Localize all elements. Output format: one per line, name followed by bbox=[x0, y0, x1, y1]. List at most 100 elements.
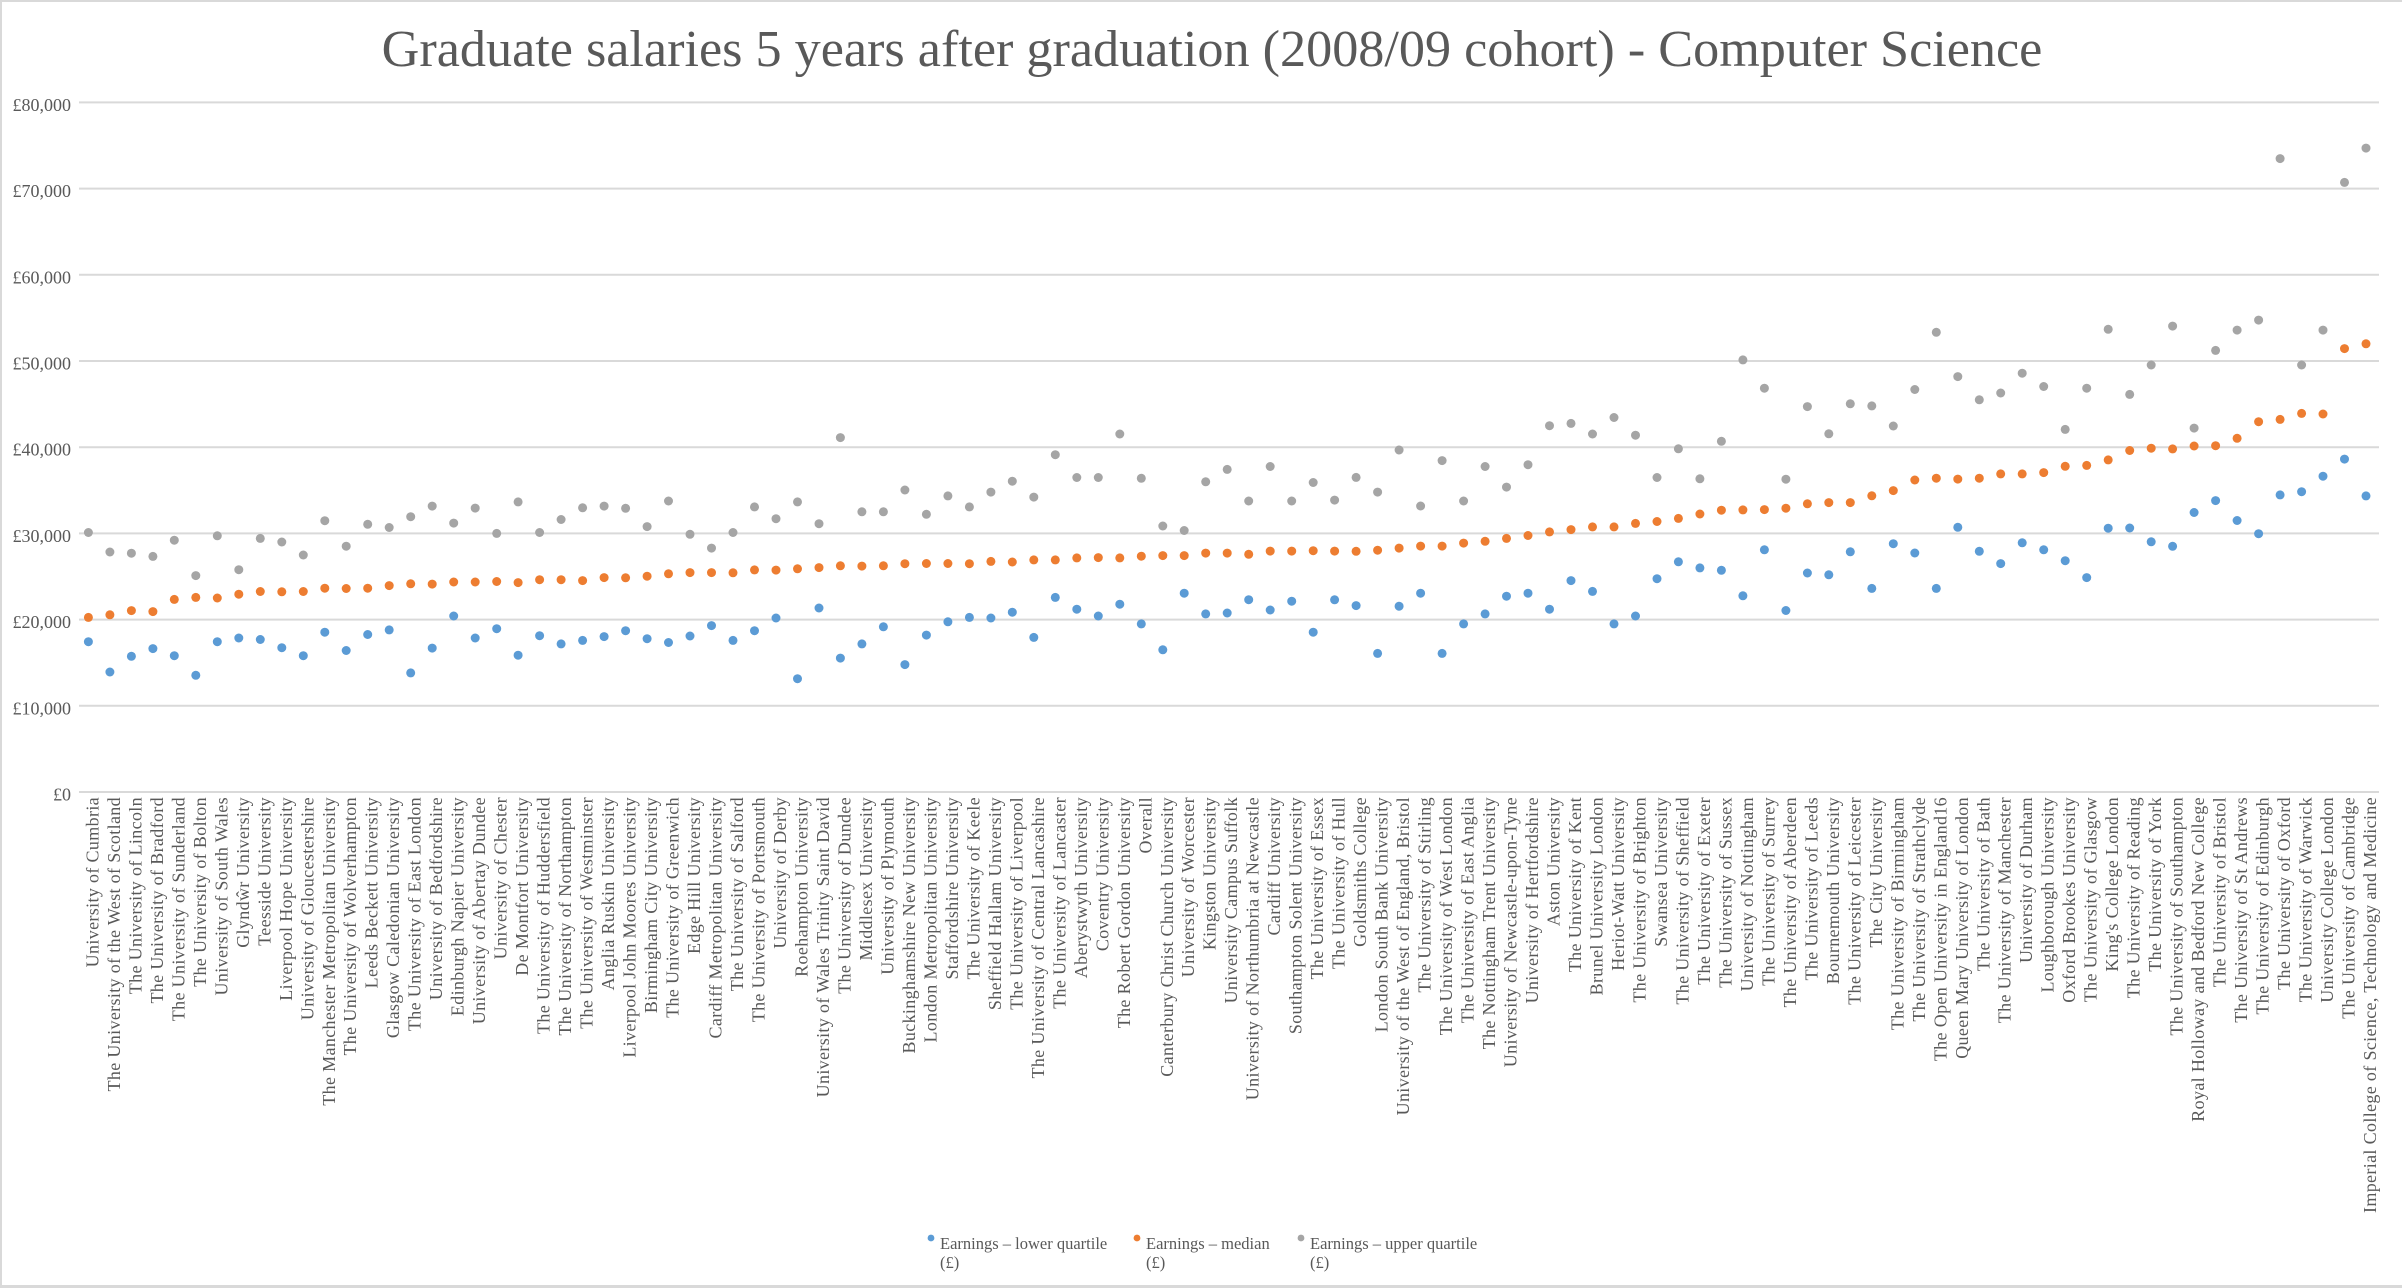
svg-text:Swansea University: Swansea University bbox=[1651, 797, 1671, 947]
svg-text:Glasgow Caledonian University: Glasgow Caledonian University bbox=[383, 797, 403, 1038]
svg-text:The University of Westminster: The University of Westminster bbox=[577, 797, 597, 1029]
svg-text:The University of the West of: The University of the West of Scotland bbox=[104, 797, 124, 1091]
svg-text:University of Durham: University of Durham bbox=[2016, 797, 2036, 963]
svg-text:The University of Central Lanc: The University of Central Lancashire bbox=[1028, 797, 1048, 1079]
svg-text:Leeds Beckett University: Leeds Beckett University bbox=[362, 797, 382, 988]
svg-text:The University of Oxford: The University of Oxford bbox=[2274, 797, 2294, 990]
svg-text:The University of Liverpool: The University of Liverpool bbox=[1006, 797, 1026, 1010]
svg-text:The University of Lancaster: The University of Lancaster bbox=[1049, 797, 1069, 1009]
svg-text:Canterbury Christ Church Unive: Canterbury Christ Church University bbox=[1157, 797, 1177, 1077]
svg-text:London South Bank University: London South Bank University bbox=[1372, 797, 1392, 1032]
svg-text:The Robert Gordon University: The Robert Gordon University bbox=[1114, 797, 1134, 1028]
svg-text:The University of Reading: The University of Reading bbox=[2124, 797, 2144, 998]
svg-text:The University of St Andrews: The University of St Andrews bbox=[2231, 797, 2251, 1023]
svg-text:The University of Lincoln: The University of Lincoln bbox=[125, 797, 145, 994]
svg-text:Kingston University: Kingston University bbox=[1200, 797, 1220, 950]
svg-text:The University of Salford: The University of Salford bbox=[727, 797, 747, 991]
svg-text:The University of Sheffield: The University of Sheffield bbox=[1672, 797, 1692, 1005]
svg-text:Southampton Solent University: Southampton Solent University bbox=[1286, 797, 1306, 1034]
svg-text:University of South Wales: University of South Wales bbox=[211, 797, 231, 995]
svg-text:The University of Greenwich: The University of Greenwich bbox=[663, 797, 683, 1018]
svg-text:£70,000: £70,000 bbox=[13, 181, 72, 201]
svg-text:Teesside University: Teesside University bbox=[254, 797, 274, 946]
svg-text:The University of York: The University of York bbox=[2145, 797, 2165, 972]
svg-text:University of the West of Engl: University of the West of England, Brist… bbox=[1393, 797, 1413, 1115]
svg-text:Queen Mary University of Londo: Queen Mary University of London bbox=[1952, 797, 1972, 1059]
svg-text:The University of Cambridge: The University of Cambridge bbox=[2339, 797, 2359, 1019]
svg-text:The University of West London: The University of West London bbox=[1436, 797, 1456, 1035]
svg-text:Middlesex University: Middlesex University bbox=[856, 797, 876, 960]
svg-text:University of Chester: University of Chester bbox=[491, 797, 511, 959]
svg-text:Overall: Overall bbox=[1135, 797, 1155, 853]
svg-text:Oxford Brookes University: Oxford Brookes University bbox=[2059, 797, 2079, 1003]
svg-text:(£): (£) bbox=[940, 1253, 959, 1272]
svg-text:The University of Exeter: The University of Exeter bbox=[1694, 797, 1714, 985]
svg-text:The University of Brighton: The University of Brighton bbox=[1630, 797, 1650, 1003]
svg-text:Cardiff University: Cardiff University bbox=[1264, 797, 1284, 935]
svg-text:Glyndŵr University: Glyndŵr University bbox=[233, 797, 253, 948]
svg-text:The University of Manchester: The University of Manchester bbox=[1995, 797, 2015, 1023]
svg-text:University of Newcastle-upon-T: University of Newcastle-upon-Tyne bbox=[1501, 797, 1521, 1067]
svg-text:The University of Keele: The University of Keele bbox=[963, 797, 983, 980]
svg-text:The University of Aberdeen: The University of Aberdeen bbox=[1780, 797, 1800, 1008]
svg-text:Aberystwyth University: Aberystwyth University bbox=[1071, 797, 1091, 978]
svg-text:The University of Bath: The University of Bath bbox=[1973, 797, 1993, 971]
svg-text:King's College London: King's College London bbox=[2102, 797, 2122, 972]
svg-text:University Campus Suffolk: University Campus Suffolk bbox=[1221, 797, 1241, 1003]
svg-text:Edinburgh Napier University: Edinburgh Napier University bbox=[448, 797, 468, 1016]
svg-text:University of Derby: University of Derby bbox=[770, 797, 790, 949]
svg-text:£10,000: £10,000 bbox=[13, 698, 72, 718]
svg-text:The University of Northampton: The University of Northampton bbox=[555, 797, 575, 1036]
svg-text:University of Cumbria: University of Cumbria bbox=[82, 797, 102, 967]
svg-text:Heriot-Watt University: Heriot-Watt University bbox=[1608, 797, 1628, 971]
svg-text:The University of East Anglia: The University of East Anglia bbox=[1458, 797, 1478, 1023]
svg-text:The University of Bristol: The University of Bristol bbox=[2210, 797, 2230, 987]
svg-text:The University of Edinburgh: The University of Edinburgh bbox=[2253, 797, 2273, 1015]
svg-text:University of Hertfordshire: University of Hertfordshire bbox=[1522, 797, 1542, 1003]
svg-text:The University of Glasgow: The University of Glasgow bbox=[2081, 797, 2101, 1002]
svg-text:The University of Hull: The University of Hull bbox=[1329, 797, 1349, 969]
svg-text:The University of Leeds: The University of Leeds bbox=[1801, 797, 1821, 981]
svg-text:Liverpool Hope University: Liverpool Hope University bbox=[276, 797, 296, 1001]
svg-text:(£): (£) bbox=[1146, 1253, 1165, 1272]
svg-text:The Open University in England: The Open University in England16 bbox=[1930, 797, 1950, 1061]
svg-text:£30,000: £30,000 bbox=[13, 526, 72, 546]
svg-text:Liverpool John Moores Universi: Liverpool John Moores University bbox=[620, 797, 640, 1058]
svg-text:London Metropolitan University: London Metropolitan University bbox=[920, 797, 940, 1042]
svg-text:The University of Strathclyde: The University of Strathclyde bbox=[1909, 797, 1929, 1022]
svg-text:The University of Sunderland: The University of Sunderland bbox=[168, 797, 188, 1021]
svg-text:Edge Hill University: Edge Hill University bbox=[684, 797, 704, 954]
svg-text:University of Wales Trinity Sa: University of Wales Trinity Saint David bbox=[813, 797, 833, 1097]
svg-text:(£): (£) bbox=[1310, 1253, 1329, 1272]
svg-text:The University of Warwick: The University of Warwick bbox=[2296, 797, 2316, 1002]
svg-text:The Manchester Metropolitan Un: The Manchester Metropolitan University bbox=[319, 797, 339, 1106]
svg-text:University College London: University College London bbox=[2317, 797, 2337, 1003]
svg-text:Roehampton University: Roehampton University bbox=[792, 797, 812, 977]
svg-text:Goldsmiths College: Goldsmiths College bbox=[1350, 797, 1370, 947]
svg-text:De Montfort University: De Montfort University bbox=[512, 797, 532, 976]
svg-text:£50,000: £50,000 bbox=[13, 354, 72, 374]
svg-text:The University of East London: The University of East London bbox=[405, 797, 425, 1031]
svg-text:Earnings – median: Earnings – median bbox=[1146, 1234, 1270, 1253]
svg-text:The University of Bolton: The University of Bolton bbox=[190, 797, 210, 987]
svg-text:The University of Sussex: The University of Sussex bbox=[1715, 797, 1735, 988]
svg-text:£20,000: £20,000 bbox=[13, 612, 72, 632]
svg-text:Cardiff Metropolitan Universit: Cardiff Metropolitan University bbox=[706, 797, 726, 1038]
svg-text:Buckinghamshire New University: Buckinghamshire New University bbox=[899, 797, 919, 1053]
svg-text:The University of Leicester: The University of Leicester bbox=[1844, 797, 1864, 1005]
svg-text:The University of Surrey: The University of Surrey bbox=[1758, 797, 1778, 986]
svg-text:Birmingham City University: Birmingham City University bbox=[641, 797, 661, 1013]
svg-text:University of Plymouth: University of Plymouth bbox=[877, 797, 897, 975]
svg-text:£40,000: £40,000 bbox=[13, 440, 72, 460]
svg-text:Graduate salaries 5 years afte: Graduate salaries 5 years after graduati… bbox=[382, 20, 2043, 78]
svg-text:The University of Dundee: The University of Dundee bbox=[834, 797, 854, 994]
svg-text:The University of Portsmouth: The University of Portsmouth bbox=[749, 797, 769, 1022]
svg-text:£60,000: £60,000 bbox=[13, 267, 72, 287]
svg-text:The University of Southampton: The University of Southampton bbox=[2167, 797, 2187, 1036]
svg-text:Earnings – lower quartile: Earnings – lower quartile bbox=[940, 1234, 1107, 1253]
svg-text:The University of Stirling: The University of Stirling bbox=[1415, 797, 1435, 993]
svg-text:University of Worcester: University of Worcester bbox=[1178, 797, 1198, 977]
svg-text:£0: £0 bbox=[53, 785, 71, 805]
svg-text:University of Abertay Dundee: University of Abertay Dundee bbox=[469, 797, 489, 1024]
svg-text:The University of Bradford: The University of Bradford bbox=[147, 797, 167, 1004]
